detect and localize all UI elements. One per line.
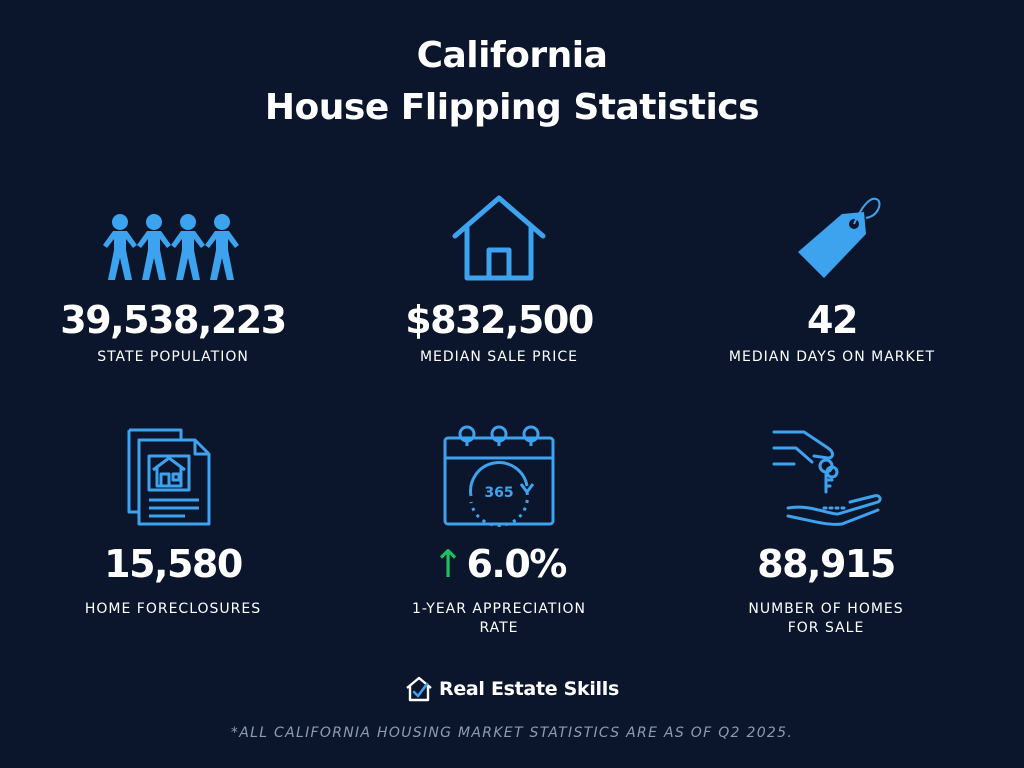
stat-label: NUMBER OF HOMES FOR SALE bbox=[666, 600, 986, 638]
stat-label-line-1: 1-YEAR APPRECIATION bbox=[411, 601, 587, 617]
calendar-365-icon: 365 bbox=[443, 425, 555, 527]
stat-label: STATE POPULATION bbox=[97, 349, 249, 365]
stat-homes-for-sale: 88,915 NUMBER OF HOMES FOR SALE bbox=[666, 420, 986, 640]
stat-median-days-on-market: 42 MEDIAN DAYS ON MARKET bbox=[672, 197, 992, 380]
stat-label-line-2: FOR SALE bbox=[787, 620, 865, 636]
stat-label-line-1: NUMBER OF HOMES bbox=[748, 601, 904, 617]
stat-home-foreclosures: 15,580 HOME FORECLOSURES bbox=[13, 420, 333, 630]
stat-value: $832,500 bbox=[405, 298, 594, 342]
page-title: California House Flipping Statistics bbox=[0, 30, 1024, 134]
stat-value: 15,580 bbox=[104, 542, 243, 586]
house-check-logo-icon bbox=[406, 676, 432, 702]
stat-label: MEDIAN DAYS ON MARKET bbox=[728, 349, 936, 365]
stat-value: 39,538,223 bbox=[60, 298, 287, 342]
foreclosure-documents-icon bbox=[127, 428, 211, 526]
title-line-2: House Flipping Statistics bbox=[264, 87, 760, 128]
brand-name: Real Estate Skills bbox=[438, 678, 619, 700]
stat-label: MEDIAN SALE PRICE bbox=[419, 349, 579, 365]
stat-value: 88,915 bbox=[757, 542, 896, 586]
up-arrow-icon: ↑ bbox=[432, 542, 464, 586]
stat-label-line-2: RATE bbox=[479, 620, 519, 636]
stat-label: 1-YEAR APPRECIATION RATE bbox=[339, 600, 659, 638]
brand-logo[interactable]: Real Estate Skills bbox=[0, 676, 1024, 702]
stat-value-text: 6.0% bbox=[466, 542, 567, 586]
footnote: *ALL CALIFORNIA HOUSING MARKET STATISTIC… bbox=[230, 725, 794, 741]
hand-keys-icon bbox=[772, 430, 882, 526]
house-icon bbox=[452, 195, 546, 281]
stat-label: HOME FORECLOSURES bbox=[84, 601, 262, 617]
stat-median-sale-price: $832,500 MEDIAN SALE PRICE bbox=[339, 195, 659, 380]
title-line-1: California bbox=[416, 35, 608, 76]
stat-appreciation-rate: 365 ↑ 6.0% 1-YEAR APPRECIATION RATE bbox=[339, 420, 659, 640]
price-tag-icon bbox=[798, 197, 881, 278]
stat-state-population: 39,538,223 STATE POPULATION bbox=[13, 200, 333, 380]
people-chain-icon bbox=[103, 214, 239, 280]
svg-text:365: 365 bbox=[484, 485, 513, 501]
stat-value: 42 bbox=[807, 298, 858, 342]
stat-value: ↑ 6.0% bbox=[339, 542, 659, 586]
